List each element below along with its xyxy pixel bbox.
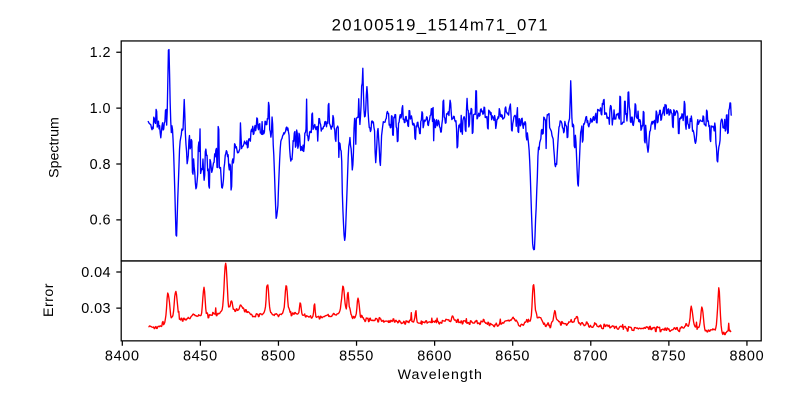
svg-text:8600: 8600	[417, 349, 452, 365]
svg-text:0.04: 0.04	[81, 265, 111, 281]
svg-text:8400: 8400	[105, 349, 140, 365]
svg-text:Error: Error	[41, 283, 57, 317]
svg-text:8450: 8450	[183, 349, 218, 365]
svg-text:Spectrum: Spectrum	[47, 117, 63, 178]
svg-text:1.0: 1.0	[90, 101, 111, 117]
svg-text:8550: 8550	[339, 349, 374, 365]
svg-text:0.6: 0.6	[90, 213, 111, 229]
svg-text:Wavelength: Wavelength	[398, 367, 483, 383]
svg-text:8750: 8750	[651, 349, 686, 365]
svg-text:8800: 8800	[730, 349, 765, 365]
svg-text:0.8: 0.8	[90, 157, 111, 173]
svg-text:8700: 8700	[573, 349, 608, 365]
svg-text:20100519_1514m71_071: 20100519_1514m71_071	[332, 16, 549, 35]
svg-text:1.2: 1.2	[90, 45, 111, 61]
svg-text:0.03: 0.03	[81, 301, 111, 317]
svg-text:8650: 8650	[495, 349, 530, 365]
svg-text:8500: 8500	[261, 349, 296, 365]
